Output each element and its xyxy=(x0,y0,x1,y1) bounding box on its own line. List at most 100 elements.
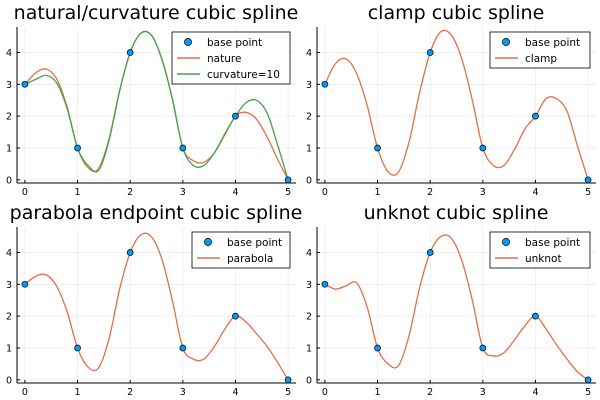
base-point-marker xyxy=(584,176,592,184)
base-point-marker xyxy=(232,112,239,120)
y-tick-label: 3 xyxy=(6,80,12,91)
chart-panel: unknot cubic spline 0 1 2 3 4 5 0 1 2 3 4 base point… xyxy=(306,202,596,398)
y-tick-label: 1 xyxy=(6,143,12,154)
legend-marker-base-point xyxy=(204,238,212,246)
base-point-marker xyxy=(179,344,187,352)
base-point-marker xyxy=(21,280,29,288)
x-tick-label: 4 xyxy=(532,187,538,198)
series-line-clamp xyxy=(324,29,589,181)
base-point-marker xyxy=(479,344,487,352)
legend: base point nature curvature=10 xyxy=(171,31,291,85)
x-tick-label: 3 xyxy=(480,387,486,398)
y-tick-label: 1 xyxy=(306,343,312,354)
x-tick-label: 3 xyxy=(180,387,186,398)
legend-label: nature xyxy=(207,53,241,65)
base-point-marker xyxy=(284,376,292,384)
base-point-marker xyxy=(532,312,539,320)
y-tick-label: 2 xyxy=(306,312,312,323)
legend-label: curvature=10 xyxy=(207,69,280,81)
legend-label: base point xyxy=(227,237,282,249)
base-point-marker xyxy=(426,49,434,56)
legend: base point parabola xyxy=(191,231,291,269)
base-point-marker xyxy=(126,249,134,256)
base-point-marker xyxy=(374,344,381,352)
x-tick-label: 2 xyxy=(127,387,133,398)
legend-label: clamp xyxy=(525,53,557,65)
legend-marker-base-point xyxy=(502,238,510,246)
x-tick-label: 1 xyxy=(375,187,381,198)
series-line-parabola xyxy=(24,232,289,381)
y-tick-label: 1 xyxy=(306,143,312,154)
y-tick-label: 2 xyxy=(6,312,12,323)
y-tick-label: 4 xyxy=(306,48,312,59)
legend: base point clamp xyxy=(489,31,591,69)
x-tick-label: 4 xyxy=(532,387,538,398)
base-point-marker xyxy=(584,376,592,384)
x-tick-label: 4 xyxy=(232,187,238,198)
y-tick-label: 0 xyxy=(6,175,12,186)
base-point-marker xyxy=(284,176,292,184)
x-tick-label: 2 xyxy=(427,387,433,398)
legend-label: unknot xyxy=(525,253,562,265)
x-tick-label: 4 xyxy=(232,387,238,398)
base-point-marker xyxy=(532,112,539,120)
base-point-marker xyxy=(179,144,187,152)
base-point-marker xyxy=(74,144,81,152)
legend-marker-base-point xyxy=(502,38,510,46)
legend-label: base point xyxy=(525,37,580,49)
base-point-marker xyxy=(426,249,434,256)
legend-label: parabola xyxy=(227,253,273,265)
x-tick-label: 3 xyxy=(480,187,486,198)
legend-box xyxy=(489,231,591,269)
x-tick-label: 2 xyxy=(427,187,433,198)
series-line-curvature-10 xyxy=(24,30,289,181)
legend-label: base point xyxy=(525,237,580,249)
base-point-marker xyxy=(126,49,134,56)
base-point-marker xyxy=(74,344,81,352)
chart-title: unknot cubic spline xyxy=(364,202,549,224)
y-tick-label: 3 xyxy=(6,280,12,291)
legend-label: base point xyxy=(207,37,262,49)
x-tick-label: 0 xyxy=(22,387,28,398)
x-tick-label: 0 xyxy=(322,387,328,398)
y-tick-label: 3 xyxy=(306,280,312,291)
x-tick-label: 5 xyxy=(585,387,591,398)
base-point-marker xyxy=(321,80,329,88)
base-point-marker xyxy=(232,312,239,320)
x-tick-label: 3 xyxy=(180,187,186,198)
x-tick-label: 1 xyxy=(375,387,381,398)
chart-panel: natural/curvature cubic spline 0 1 2 3 4 5 0 1 2 3… xyxy=(6,2,298,198)
legend-marker-base-point xyxy=(184,38,192,46)
y-tick-label: 0 xyxy=(6,375,12,386)
y-tick-label: 2 xyxy=(306,112,312,123)
x-tick-label: 5 xyxy=(585,187,591,198)
x-tick-label: 5 xyxy=(285,187,291,198)
base-point-marker xyxy=(479,144,487,152)
y-tick-label: 0 xyxy=(306,175,312,186)
y-tick-label: 4 xyxy=(6,248,12,259)
x-tick-label: 1 xyxy=(75,187,81,198)
legend: base point unknot xyxy=(489,231,591,269)
y-tick-label: 4 xyxy=(306,248,312,259)
x-tick-label: 2 xyxy=(127,187,133,198)
chart-panel: parabola endpoint cubic spline 0 1 2 3 4 5 0 1 2 3… xyxy=(6,202,302,398)
chart-title: parabola endpoint cubic spline xyxy=(10,202,303,224)
series-line-unknot xyxy=(324,234,589,381)
y-tick-label: 3 xyxy=(306,80,312,91)
chart-panel: clamp cubic spline 0 1 2 3 4 5 0 1 2 3 4 base point c… xyxy=(306,2,596,198)
x-tick-label: 0 xyxy=(322,187,328,198)
legend-box xyxy=(191,231,291,269)
base-point-marker xyxy=(321,280,329,288)
y-tick-label: 2 xyxy=(6,112,12,123)
chart-title: natural/curvature cubic spline xyxy=(14,2,299,24)
x-tick-label: 5 xyxy=(285,387,291,398)
y-tick-label: 1 xyxy=(6,343,12,354)
chart-title: clamp cubic spline xyxy=(368,2,545,24)
y-tick-label: 4 xyxy=(6,48,12,59)
legend-box xyxy=(489,31,591,69)
x-tick-label: 1 xyxy=(75,387,81,398)
y-tick-label: 0 xyxy=(306,375,312,386)
x-tick-label: 0 xyxy=(22,187,28,198)
base-point-marker xyxy=(21,80,29,88)
